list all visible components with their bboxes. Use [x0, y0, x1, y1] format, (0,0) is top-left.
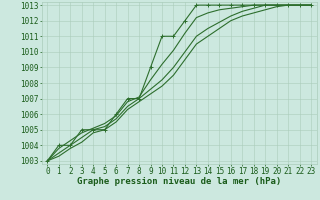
- X-axis label: Graphe pression niveau de la mer (hPa): Graphe pression niveau de la mer (hPa): [77, 177, 281, 186]
